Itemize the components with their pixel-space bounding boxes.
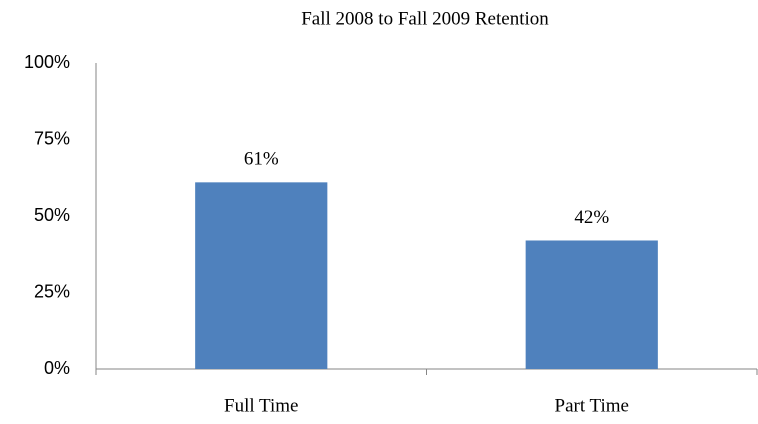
x-tick-label: Part Time <box>555 395 629 416</box>
y-tick-label: 100% <box>24 52 70 72</box>
bar <box>525 240 658 369</box>
bar <box>195 182 328 369</box>
data-label: 61% <box>244 149 279 170</box>
y-tick-label: 75% <box>34 128 70 148</box>
y-tick-label: 0% <box>44 358 70 378</box>
chart-title: Fall 2008 to Fall 2009 Retention <box>301 8 549 29</box>
data-label: 42% <box>574 207 609 228</box>
y-tick-label: 25% <box>34 281 70 301</box>
y-tick-label: 50% <box>34 205 70 225</box>
x-tick-label: Full Time <box>224 395 298 416</box>
